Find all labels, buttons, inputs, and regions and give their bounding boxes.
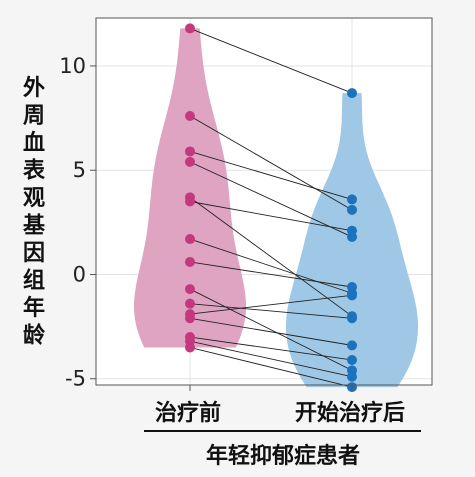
y-axis-label-char: 龄 [23, 323, 46, 349]
pair-line [189, 261, 353, 288]
point-after [347, 371, 357, 382]
y-tick-label: -5 [65, 367, 86, 391]
pair-line [189, 28, 353, 94]
pair-lines [189, 28, 353, 388]
y-axis-label: 外周血表观基因组年龄 [23, 75, 46, 349]
y-axis-label-char: 组 [23, 268, 45, 294]
pair-line [189, 115, 353, 211]
pair-line [189, 288, 353, 371]
y-tick-label: 10 [59, 54, 86, 78]
pair-line [189, 317, 353, 346]
pair-line [189, 238, 353, 294]
x-axis-label: 年轻抑郁症患者 [206, 443, 360, 469]
x-axis-categories: 治疗前 开始治疗后 [155, 400, 405, 426]
y-axis-label-char: 观 [23, 186, 45, 211]
pair-line [189, 294, 353, 315]
x-category-before: 治疗前 [155, 400, 221, 426]
y-axis-label-char: 周 [23, 104, 45, 129]
y-axis-label-char: 外 [23, 75, 45, 101]
point-after [347, 354, 357, 365]
pair-line [189, 151, 353, 200]
point-before [185, 196, 195, 207]
point-after [347, 313, 357, 324]
plot-frame [95, 17, 433, 386]
point-after [347, 340, 357, 351]
point-before [185, 111, 195, 122]
pair-line [189, 161, 353, 238]
point-after [347, 281, 357, 292]
pair-line [189, 336, 353, 361]
point-before [185, 256, 195, 267]
point-before [185, 284, 195, 295]
point-before [185, 342, 195, 353]
point-before [185, 298, 195, 309]
pair-line [189, 303, 353, 319]
y-tick-label: 0 [73, 262, 86, 286]
point-before [185, 23, 195, 34]
point-before [185, 146, 195, 157]
pair-line [189, 201, 353, 232]
point-after [347, 88, 357, 99]
point-after [347, 225, 357, 236]
y-axis-label-char: 表 [23, 159, 46, 184]
point-after [347, 194, 357, 205]
point-before [185, 234, 195, 245]
pair-line [189, 196, 353, 317]
y-axis-label-char: 血 [23, 130, 45, 156]
pair-line [189, 340, 353, 378]
x-category-after: 开始治疗后 [295, 400, 405, 426]
y-axis-ticks: 10 5 0 -5 [59, 54, 353, 391]
y-axis-label-char: 基 [23, 214, 46, 239]
y-axis-label-char: 年 [23, 295, 45, 321]
y-tick-label: 5 [73, 158, 86, 182]
point-before [185, 313, 195, 324]
point-after [347, 204, 357, 215]
y-axis-label-char: 因 [23, 241, 45, 266]
point-before [185, 156, 195, 167]
violin-before [134, 28, 246, 348]
point-after [347, 290, 357, 301]
pair-line [189, 347, 353, 388]
